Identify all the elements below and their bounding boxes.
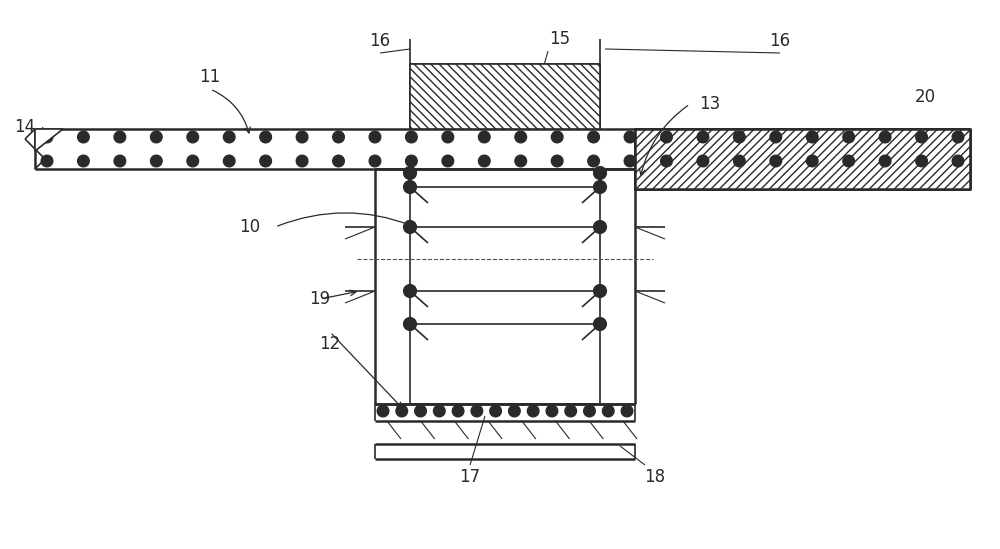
Text: 12: 12 <box>319 335 341 353</box>
Circle shape <box>770 131 782 143</box>
Circle shape <box>369 155 381 167</box>
Text: 16: 16 <box>369 32 391 50</box>
Circle shape <box>434 405 445 417</box>
Circle shape <box>624 131 636 143</box>
Circle shape <box>78 155 89 167</box>
Circle shape <box>509 405 520 417</box>
Circle shape <box>41 155 53 167</box>
Circle shape <box>114 131 126 143</box>
Circle shape <box>296 155 308 167</box>
Circle shape <box>952 131 964 143</box>
Circle shape <box>594 318 606 330</box>
Text: 17: 17 <box>459 468 481 486</box>
Circle shape <box>879 155 891 167</box>
Circle shape <box>404 166 416 180</box>
Circle shape <box>843 131 854 143</box>
Circle shape <box>594 181 606 193</box>
Circle shape <box>478 131 490 143</box>
Circle shape <box>260 155 271 167</box>
Circle shape <box>843 155 854 167</box>
Circle shape <box>551 155 563 167</box>
Circle shape <box>296 131 308 143</box>
Circle shape <box>594 284 606 298</box>
Circle shape <box>624 155 636 167</box>
Circle shape <box>770 155 782 167</box>
Circle shape <box>594 221 606 233</box>
Circle shape <box>546 405 558 417</box>
Circle shape <box>478 155 490 167</box>
Circle shape <box>806 131 818 143</box>
Circle shape <box>916 131 927 143</box>
Circle shape <box>406 131 417 143</box>
Circle shape <box>588 131 599 143</box>
Circle shape <box>404 181 416 193</box>
Circle shape <box>187 155 199 167</box>
Circle shape <box>223 155 235 167</box>
Circle shape <box>602 405 614 417</box>
Circle shape <box>594 166 606 180</box>
Text: 15: 15 <box>549 30 571 48</box>
Circle shape <box>916 155 927 167</box>
Circle shape <box>527 405 539 417</box>
Circle shape <box>404 284 416 298</box>
Circle shape <box>187 131 199 143</box>
Circle shape <box>952 155 964 167</box>
Circle shape <box>404 221 416 233</box>
Circle shape <box>404 318 416 330</box>
Circle shape <box>621 405 633 417</box>
Circle shape <box>661 131 672 143</box>
Text: 10: 10 <box>239 218 261 236</box>
Circle shape <box>565 405 576 417</box>
Circle shape <box>415 405 426 417</box>
Circle shape <box>490 405 501 417</box>
Circle shape <box>333 131 344 143</box>
Text: 19: 19 <box>309 290 331 308</box>
Circle shape <box>442 131 454 143</box>
Circle shape <box>223 131 235 143</box>
Text: 14: 14 <box>14 118 36 136</box>
Text: 11: 11 <box>199 68 221 86</box>
Circle shape <box>515 155 527 167</box>
Text: 18: 18 <box>644 468 666 486</box>
Circle shape <box>396 405 408 417</box>
Circle shape <box>471 405 483 417</box>
Circle shape <box>697 155 709 167</box>
Circle shape <box>78 131 89 143</box>
Circle shape <box>697 131 709 143</box>
Text: 13: 13 <box>699 95 721 113</box>
Circle shape <box>452 405 464 417</box>
Circle shape <box>734 155 745 167</box>
Circle shape <box>406 155 417 167</box>
Bar <box>635 129 970 189</box>
Circle shape <box>879 131 891 143</box>
Text: 16: 16 <box>769 32 791 50</box>
Circle shape <box>151 131 162 143</box>
Circle shape <box>584 405 595 417</box>
Circle shape <box>661 155 672 167</box>
Circle shape <box>806 155 818 167</box>
Circle shape <box>114 155 126 167</box>
Bar <box>410 64 600 129</box>
Circle shape <box>442 155 454 167</box>
Circle shape <box>515 131 527 143</box>
Circle shape <box>551 131 563 143</box>
Circle shape <box>151 155 162 167</box>
Circle shape <box>41 131 53 143</box>
Text: 20: 20 <box>914 88 936 106</box>
Circle shape <box>369 131 381 143</box>
Circle shape <box>734 131 745 143</box>
Circle shape <box>333 155 344 167</box>
Circle shape <box>377 405 389 417</box>
Polygon shape <box>35 129 63 151</box>
Circle shape <box>588 155 599 167</box>
Circle shape <box>260 131 271 143</box>
